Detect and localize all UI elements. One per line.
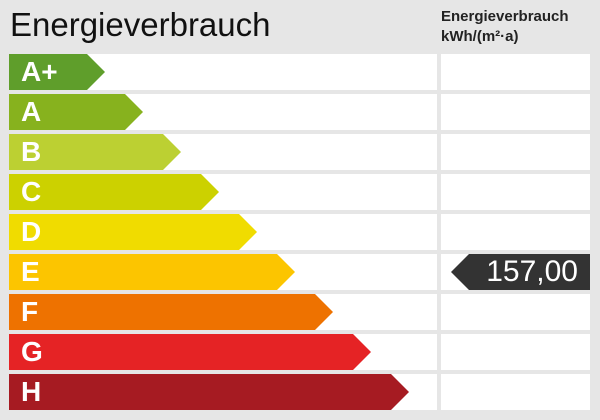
page-title: Energieverbrauch: [10, 6, 271, 43]
energy-class-label: A: [21, 96, 42, 127]
energy-class-bar: G: [9, 334, 371, 370]
column-header-unit: kWh/(m²·a): [441, 28, 519, 45]
consumption-indicator: 157,00: [451, 254, 590, 290]
value-cell: [441, 214, 590, 250]
value-cell: [441, 174, 590, 210]
energy-class-label: D: [21, 216, 42, 247]
value-cell: [441, 134, 590, 170]
column-header: Energieverbrauch kWh/(m²·a): [441, 7, 569, 47]
energy-class-label: H: [21, 376, 42, 407]
energy-class-label: C: [21, 176, 42, 207]
value-cell: [441, 94, 590, 130]
energy-class-bar: C: [9, 174, 219, 210]
energy-class-label: E: [21, 256, 40, 287]
energy-class-label: B: [21, 136, 42, 167]
energy-class-bar: E: [9, 254, 295, 290]
energy-class-label: G: [21, 336, 43, 367]
energy-class-label: F: [21, 296, 39, 327]
value-cell: [441, 54, 590, 90]
energy-class-bar: H: [9, 374, 409, 410]
energy-class-bar: A+: [9, 54, 105, 90]
value-cell: [441, 334, 590, 370]
energy-class-bar: F: [9, 294, 333, 330]
energy-class-bar: A: [9, 94, 143, 130]
energy-class-bar: B: [9, 134, 181, 170]
value-cell: [441, 374, 590, 410]
energy-class-bar: D: [9, 214, 257, 250]
energy-class-label: A+: [21, 56, 58, 87]
column-header-label: Energieverbrauch: [441, 8, 569, 25]
value-cell: [441, 294, 590, 330]
